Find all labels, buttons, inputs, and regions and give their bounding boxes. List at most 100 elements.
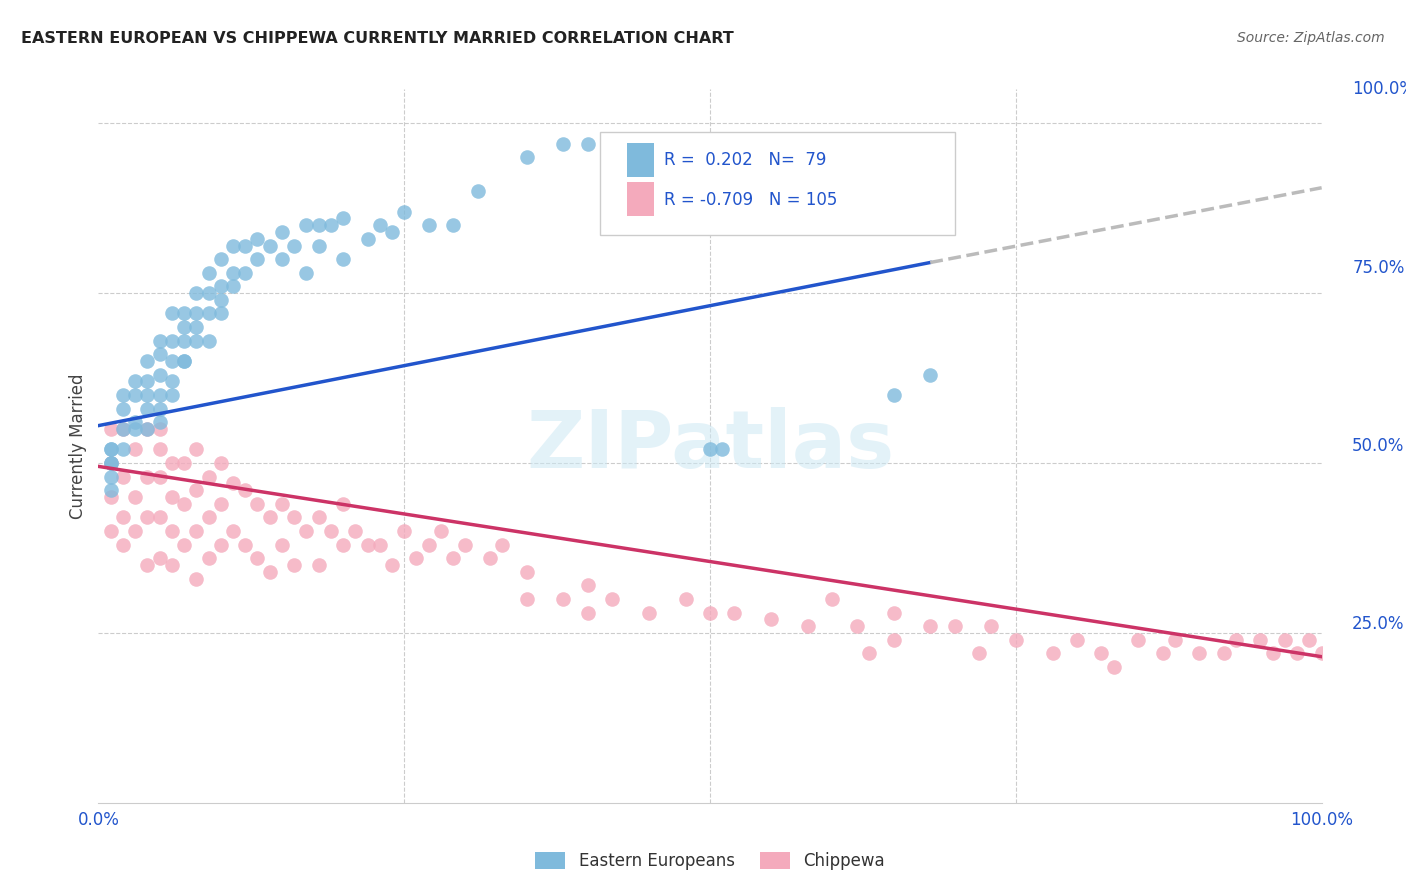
Point: [209, 252, 232, 266]
Point: [308, 218, 330, 232]
Text: Source: ZipAtlas.com: Source: ZipAtlas.com: [1237, 31, 1385, 45]
Point: [173, 456, 195, 470]
Point: [381, 225, 404, 239]
Point: [100, 469, 122, 483]
Point: [576, 136, 599, 151]
Point: [209, 537, 232, 551]
Point: [111, 422, 134, 436]
Point: [478, 551, 501, 566]
Point: [441, 218, 464, 232]
Point: [149, 415, 172, 429]
Point: [1152, 646, 1174, 660]
Point: [1164, 632, 1187, 647]
Point: [233, 266, 256, 280]
Point: [797, 619, 820, 633]
Point: [160, 456, 183, 470]
Point: [270, 537, 294, 551]
Point: [1298, 632, 1320, 647]
Point: [1274, 632, 1296, 647]
Point: [454, 537, 477, 551]
Point: [430, 524, 453, 538]
Point: [356, 537, 378, 551]
Point: [1042, 646, 1064, 660]
Point: [173, 354, 195, 368]
Point: [600, 591, 623, 606]
Point: [1004, 632, 1026, 647]
Point: [883, 632, 905, 647]
Point: [160, 306, 183, 320]
Point: [332, 252, 354, 266]
Point: [920, 368, 942, 382]
Point: [980, 619, 1002, 633]
Point: [124, 388, 146, 402]
Point: [160, 334, 183, 348]
Point: [186, 306, 208, 320]
Point: [173, 354, 195, 368]
Point: [160, 490, 183, 504]
Point: [308, 238, 330, 252]
Point: [368, 218, 391, 232]
Point: [100, 490, 122, 504]
Point: [197, 286, 219, 301]
Point: [186, 483, 208, 498]
Point: [283, 558, 305, 572]
Point: [209, 497, 232, 511]
FancyBboxPatch shape: [600, 132, 955, 235]
Point: [100, 442, 122, 457]
Bar: [627, 182, 654, 216]
Point: [920, 619, 942, 633]
Point: [111, 422, 134, 436]
Point: [308, 558, 330, 572]
Point: [173, 537, 195, 551]
Legend: Eastern Europeans, Chippewa: Eastern Europeans, Chippewa: [529, 845, 891, 877]
Point: [883, 606, 905, 620]
Point: [149, 422, 172, 436]
Point: [136, 469, 159, 483]
Point: [246, 551, 269, 566]
Point: [209, 456, 232, 470]
Point: [761, 612, 783, 626]
Point: [845, 619, 868, 633]
Point: [136, 422, 159, 436]
Point: [418, 537, 440, 551]
Point: [553, 591, 575, 606]
Point: [186, 320, 208, 334]
Point: [295, 266, 318, 280]
Point: [259, 565, 281, 579]
Point: [149, 388, 172, 402]
Point: [967, 646, 990, 660]
Point: [100, 456, 122, 470]
Point: [160, 524, 183, 538]
Point: [209, 293, 232, 307]
Point: [100, 422, 122, 436]
Point: [160, 354, 183, 368]
Point: [270, 252, 294, 266]
Point: [100, 442, 122, 457]
Point: [149, 347, 172, 361]
Point: [270, 497, 294, 511]
Point: [124, 415, 146, 429]
Point: [100, 456, 122, 470]
Point: [111, 537, 134, 551]
Point: [197, 266, 219, 280]
Point: [1286, 646, 1309, 660]
Point: [222, 476, 245, 491]
Point: [100, 456, 122, 470]
Point: [576, 606, 599, 620]
Point: [356, 232, 378, 246]
Point: [136, 558, 159, 572]
Point: [209, 306, 232, 320]
Text: ZIPatlas: ZIPatlas: [526, 407, 894, 485]
Point: [222, 266, 245, 280]
Point: [1090, 646, 1112, 660]
Point: [467, 184, 489, 198]
Point: [173, 306, 195, 320]
Point: [368, 537, 391, 551]
Point: [233, 537, 256, 551]
Point: [295, 524, 318, 538]
Point: [186, 334, 208, 348]
Point: [943, 619, 966, 633]
Point: [136, 401, 159, 416]
Point: [173, 334, 195, 348]
Point: [100, 483, 122, 498]
